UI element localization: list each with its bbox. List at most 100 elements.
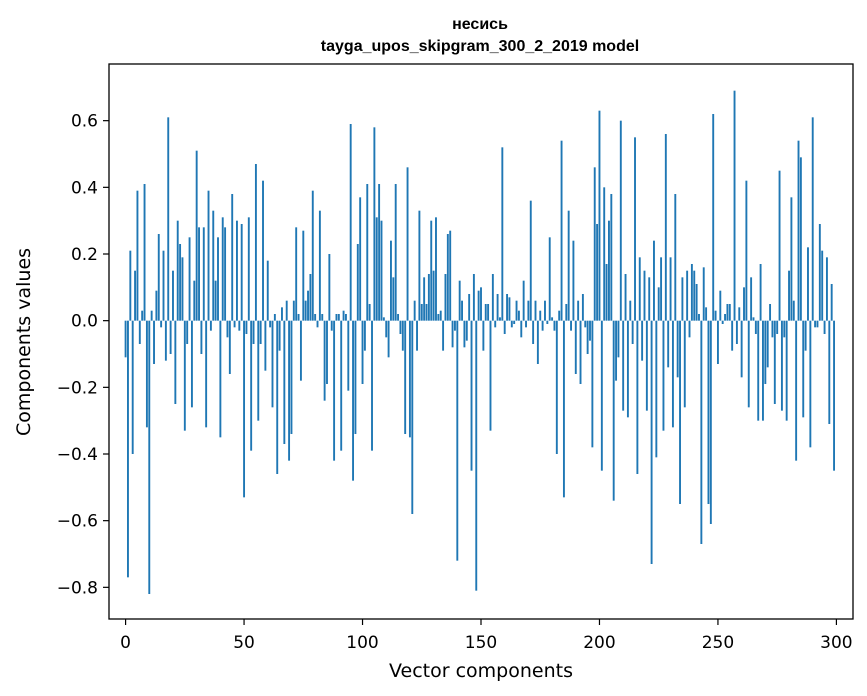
bar-54 — [252, 320, 255, 344]
bar-155 — [491, 274, 494, 321]
bar-247 — [709, 320, 712, 524]
bar-22 — [176, 220, 179, 321]
bar-105 — [373, 127, 376, 321]
bars-group — [124, 90, 835, 594]
bar-256 — [731, 320, 734, 351]
bar-289 — [809, 320, 812, 448]
bar-272 — [769, 304, 772, 321]
bar-242 — [698, 314, 700, 321]
bar-20 — [172, 270, 174, 321]
bar-180 — [551, 317, 554, 321]
y-tick-label: 0.4 — [71, 178, 98, 198]
bar-232 — [674, 194, 677, 321]
bar-130 — [432, 270, 435, 321]
y-tick-label: −0.2 — [57, 378, 98, 398]
x-tick-label: 0 — [120, 633, 131, 653]
bar-262 — [745, 180, 748, 321]
bar-71 — [292, 300, 295, 321]
bar-47 — [236, 220, 238, 321]
bar-67 — [283, 320, 286, 444]
bar-79 — [311, 190, 314, 321]
chart-subtitle: tayga_upos_skipgram_300_2_2019 model — [321, 38, 639, 55]
bar-78 — [309, 274, 312, 321]
bar-258 — [735, 320, 738, 344]
bar-136 — [446, 234, 449, 321]
bar-123 — [416, 320, 418, 351]
bar-261 — [743, 287, 745, 321]
bar-122 — [413, 300, 416, 321]
bar-59 — [264, 320, 267, 371]
bar-235 — [681, 277, 684, 321]
bar-98 — [356, 244, 359, 321]
bar-135 — [444, 274, 447, 321]
bar-46 — [233, 320, 236, 328]
bar-207 — [615, 320, 618, 381]
x-tick-label: 300 — [820, 633, 852, 653]
bar-101 — [363, 320, 366, 351]
bar-228 — [664, 134, 667, 321]
bar-150 — [480, 287, 482, 321]
bar-225 — [657, 287, 660, 321]
bar-188 — [570, 320, 572, 331]
bar-146 — [470, 320, 473, 471]
bar-52 — [247, 217, 250, 321]
bar-173 — [534, 300, 537, 321]
bar-273 — [771, 320, 774, 338]
bar-164 — [513, 320, 516, 324]
bar-269 — [762, 320, 764, 421]
bar-276 — [778, 170, 781, 321]
bar-1 — [127, 320, 129, 578]
bar-191 — [577, 300, 580, 321]
bar-202 — [603, 187, 606, 321]
bar-286 — [802, 320, 805, 418]
bar-94 — [347, 320, 350, 391]
bar-43 — [226, 320, 229, 338]
bar-244 — [702, 267, 705, 321]
bar-70 — [290, 320, 293, 434]
bar-56 — [257, 320, 260, 421]
bar-175 — [539, 310, 542, 321]
bar-162 — [508, 297, 511, 321]
bar-253 — [724, 314, 726, 321]
bar-58 — [262, 180, 264, 321]
y-tick-label: −0.8 — [57, 578, 98, 598]
bar-106 — [375, 217, 378, 321]
bar-189 — [572, 240, 575, 321]
bar-116 — [399, 320, 402, 334]
bar-15 — [160, 320, 163, 328]
plot-frame — [108, 63, 854, 620]
bar-139 — [453, 320, 456, 331]
bar-48 — [238, 320, 241, 331]
bar-95 — [349, 124, 352, 321]
bar-299 — [833, 320, 835, 471]
bar-239 — [690, 264, 693, 321]
bar-277 — [780, 320, 783, 411]
bar-140 — [456, 320, 459, 561]
bar-221 — [648, 277, 651, 321]
bar-264 — [750, 277, 753, 321]
bar-284 — [797, 140, 800, 321]
bar-217 — [638, 257, 641, 321]
bar-260 — [740, 320, 743, 378]
bar-29 — [193, 280, 196, 321]
bar-36 — [209, 320, 212, 331]
bar-35 — [207, 190, 210, 321]
bar-181 — [553, 320, 556, 331]
chart-title: несись — [452, 16, 508, 33]
bar-263 — [747, 320, 750, 408]
bar-93 — [344, 314, 347, 321]
bar-163 — [510, 320, 513, 328]
bar-187 — [567, 210, 570, 321]
bar-246 — [707, 320, 710, 504]
bar-141 — [458, 280, 461, 321]
bar-255 — [728, 304, 731, 321]
bar-205 — [610, 194, 613, 321]
bar-230 — [669, 257, 672, 321]
bar-227 — [662, 320, 665, 431]
bar-183 — [558, 310, 561, 321]
bar-288 — [807, 247, 809, 321]
bar-160 — [503, 320, 506, 334]
bar-82 — [318, 210, 321, 321]
